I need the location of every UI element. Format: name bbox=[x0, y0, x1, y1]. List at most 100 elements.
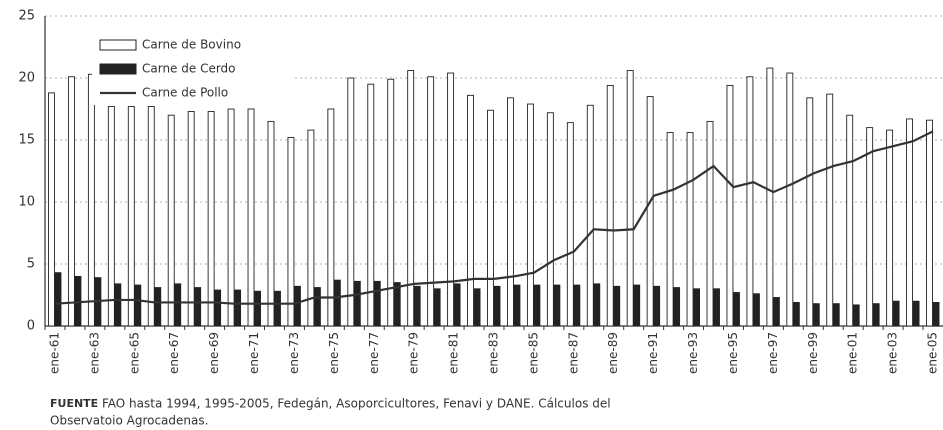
bar bbox=[533, 284, 541, 327]
bar bbox=[772, 297, 780, 327]
bar bbox=[154, 287, 162, 327]
y-tick-label: 20 bbox=[18, 71, 35, 86]
bar bbox=[626, 70, 634, 327]
bar bbox=[274, 290, 281, 327]
legend-label: Carne de Cerdo bbox=[142, 62, 236, 76]
legend-label: Carne de Pollo bbox=[142, 86, 228, 100]
bar bbox=[367, 83, 375, 327]
x-tick-label: ene-87 bbox=[566, 332, 580, 374]
bar bbox=[586, 104, 594, 327]
bar bbox=[413, 285, 421, 327]
bar bbox=[433, 288, 441, 327]
bar bbox=[107, 106, 115, 327]
bar bbox=[733, 292, 740, 327]
bar bbox=[234, 289, 242, 327]
bar bbox=[267, 120, 275, 327]
x-tick-label: ene-85 bbox=[526, 332, 540, 374]
x-tick-label: ene-71 bbox=[247, 332, 261, 374]
bar bbox=[54, 272, 62, 327]
bar bbox=[766, 67, 774, 327]
bar bbox=[646, 96, 654, 327]
bar bbox=[493, 285, 501, 327]
x-tick-label: ene-81 bbox=[447, 332, 461, 374]
x-tick-label: ene-75 bbox=[327, 332, 341, 374]
bar bbox=[453, 283, 461, 327]
source-label: FUENTE bbox=[50, 397, 98, 410]
y-tick-label: 25 bbox=[18, 9, 35, 24]
y-tick-label: 5 bbox=[27, 257, 35, 272]
bar bbox=[167, 114, 175, 327]
x-tick-label: ene-89 bbox=[606, 332, 620, 374]
x-tick-label: ene-93 bbox=[686, 332, 700, 374]
bar bbox=[573, 284, 581, 327]
bar bbox=[134, 284, 142, 327]
bar bbox=[307, 129, 315, 327]
bar bbox=[114, 283, 122, 327]
bar bbox=[686, 132, 694, 327]
bar bbox=[566, 122, 574, 327]
bar bbox=[872, 303, 880, 327]
x-tick-label: ene-73 bbox=[287, 332, 301, 374]
bar bbox=[48, 92, 55, 327]
bar bbox=[387, 78, 395, 327]
legend-label: Carne de Bovino bbox=[142, 38, 241, 52]
x-tick-label: ene-03 bbox=[886, 332, 900, 374]
x-tick-label: ene-01 bbox=[846, 332, 860, 374]
bar bbox=[892, 300, 900, 327]
bar bbox=[407, 70, 415, 327]
y-tick-label: 10 bbox=[18, 195, 35, 210]
bar bbox=[187, 111, 195, 327]
bar bbox=[666, 132, 674, 327]
bar bbox=[287, 137, 295, 327]
bar bbox=[353, 280, 361, 327]
bar bbox=[852, 304, 860, 327]
bar bbox=[174, 283, 182, 327]
bar bbox=[806, 97, 814, 327]
bar bbox=[254, 290, 261, 327]
x-tick-label: ene-99 bbox=[806, 332, 820, 374]
bar bbox=[487, 109, 494, 327]
bar bbox=[427, 76, 435, 327]
bar bbox=[886, 129, 894, 327]
bar bbox=[67, 76, 75, 327]
bar bbox=[912, 300, 920, 327]
bar bbox=[347, 77, 355, 327]
y-tick-label: 0 bbox=[27, 319, 35, 334]
bar bbox=[633, 284, 641, 327]
bar bbox=[393, 282, 401, 327]
x-tick-label: ene-77 bbox=[367, 332, 381, 374]
bar bbox=[726, 84, 734, 327]
bar bbox=[147, 106, 155, 327]
x-tick-label: ene-91 bbox=[646, 332, 660, 374]
x-tick-label: ene-63 bbox=[87, 332, 101, 374]
bar bbox=[926, 119, 933, 327]
bar bbox=[653, 285, 661, 327]
line bbox=[54, 130, 934, 305]
bar bbox=[513, 284, 521, 327]
bar bbox=[673, 287, 681, 327]
bar bbox=[613, 285, 621, 327]
bar bbox=[746, 76, 754, 327]
bar bbox=[832, 303, 840, 327]
source-text: Observatoio Agrocadenas. bbox=[50, 414, 208, 428]
bar bbox=[526, 103, 534, 327]
bar bbox=[194, 287, 202, 327]
bar bbox=[87, 73, 95, 327]
bar bbox=[227, 108, 235, 327]
bar bbox=[313, 287, 321, 327]
x-tick-label: ene-61 bbox=[47, 332, 61, 374]
bar bbox=[214, 289, 222, 327]
bar bbox=[546, 112, 554, 327]
x-tick-label: ene-69 bbox=[207, 332, 221, 374]
bar bbox=[127, 106, 135, 327]
x-tick-label: ene-05 bbox=[926, 332, 940, 374]
source-text: FAO hasta 1994, 1995-2005, Fedegán, Asop… bbox=[102, 397, 611, 411]
bar bbox=[792, 301, 800, 327]
bar bbox=[467, 94, 474, 327]
bar bbox=[846, 114, 854, 327]
bar bbox=[786, 72, 794, 327]
bar bbox=[812, 303, 820, 327]
bar bbox=[866, 127, 874, 327]
bar bbox=[553, 284, 561, 327]
